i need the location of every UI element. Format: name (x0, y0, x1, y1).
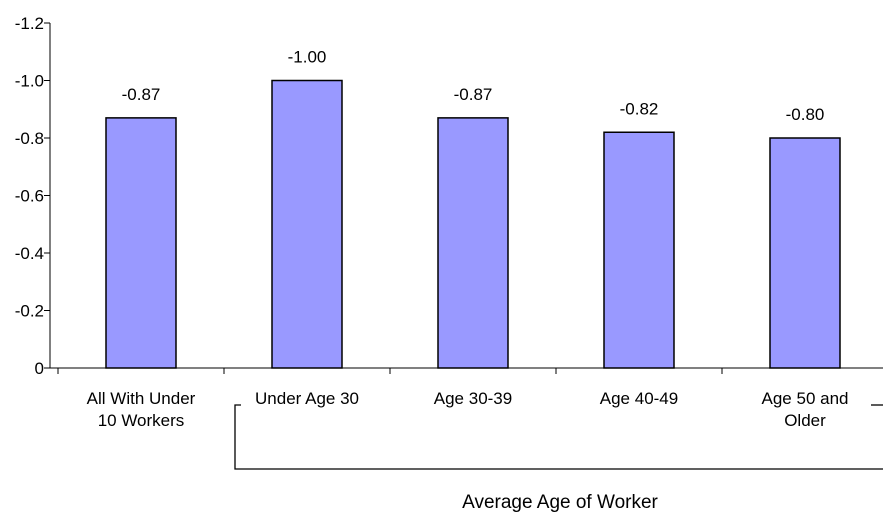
y-tick-label: -0.2 (15, 302, 44, 321)
y-tick-label: -0.6 (15, 187, 44, 206)
y-tick-label: -1.2 (15, 14, 44, 33)
bar (769, 137, 841, 369)
category-label-line: Age 40-49 (600, 389, 678, 408)
data-label: -0.87 (454, 85, 493, 104)
bar (105, 117, 177, 369)
bar (271, 79, 343, 369)
bar-series (105, 79, 841, 369)
category-label-line: Age 30-39 (434, 389, 512, 408)
category-label-line: Age 50 and (762, 389, 849, 408)
x-axis (50, 367, 883, 374)
data-label: -1.00 (288, 48, 327, 67)
category-label-line: Older (784, 411, 826, 430)
category-labels: All With Under 10 Workers Under Age 30 Age … (87, 389, 849, 430)
data-label: -0.82 (620, 99, 659, 118)
category-label: Age 50 and Older (762, 389, 849, 430)
data-labels: -0.87 -1.00 -0.87 -0.82 -0.80 (122, 48, 825, 125)
category-label: Age 40-49 (600, 389, 678, 408)
bar (437, 117, 509, 369)
y-tick-label: -0.8 (15, 129, 44, 148)
category-label: Under Age 30 (255, 389, 359, 408)
data-label: -0.80 (786, 105, 825, 124)
y-tick-label: -1.0 (15, 72, 44, 91)
y-tick-label: -0.4 (15, 244, 44, 263)
category-label-line: 10 Workers (98, 411, 185, 430)
category-label-line: All With Under (87, 389, 196, 408)
data-label: -0.87 (122, 85, 161, 104)
category-label: All With Under 10 Workers (87, 389, 196, 430)
group-bracket-line (234, 404, 883, 470)
y-tick-label: 0 (35, 359, 44, 378)
y-axis: 0 -0.2 -0.4 -0.6 -0.8 -1.0 -1.2 (15, 14, 51, 378)
category-label-line: Under Age 30 (255, 389, 359, 408)
bar (603, 131, 675, 369)
category-label: Age 30-39 (434, 389, 512, 408)
group-label: Average Age of Worker (462, 492, 658, 513)
group-bracket: Average Age of Worker (234, 404, 883, 513)
